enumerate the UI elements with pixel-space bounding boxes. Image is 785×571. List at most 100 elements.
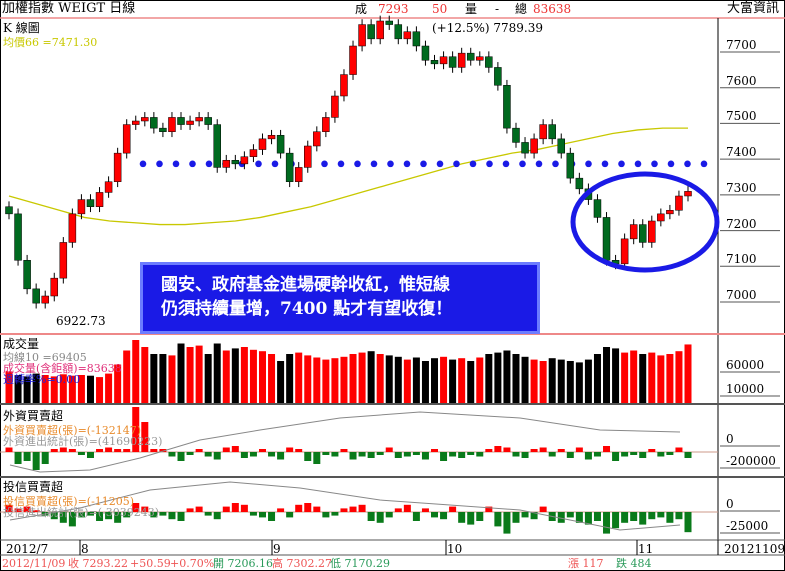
support-dot: [634, 160, 642, 168]
candle-body: [104, 181, 113, 193]
volume-bar: [367, 351, 375, 403]
foreign-tick-label: 0: [726, 432, 734, 446]
foreign-bar: [394, 452, 402, 458]
volume-bar: [141, 347, 149, 403]
foreign-bar: [86, 452, 94, 458]
foreign-bar: [222, 447, 230, 452]
trust-bar: [376, 512, 384, 523]
candle-body: [285, 152, 294, 182]
candle-body: [648, 220, 656, 243]
foreign-tick-label: -200000: [726, 454, 776, 468]
volume-bar: [14, 375, 22, 403]
support-dot: [354, 160, 361, 168]
price-tick-label: 7100: [726, 252, 757, 267]
volume-bar: [132, 340, 140, 403]
trust-tick-label: -25000: [726, 519, 769, 533]
volume-bar: [684, 344, 692, 403]
support-dot: [486, 160, 493, 168]
x-label-sep: 9: [273, 542, 281, 556]
foreign-bar: [186, 452, 194, 455]
candle-body: [195, 117, 203, 122]
trust-bar: [50, 512, 58, 520]
candle-body: [466, 52, 475, 61]
price-tick-label: 7500: [726, 109, 757, 124]
volume-bar: [385, 355, 393, 403]
volume-bar: [621, 352, 629, 403]
volume-bar: [530, 359, 538, 403]
foreign-bar: [249, 452, 257, 457]
trust-bar: [666, 512, 674, 523]
candle-body: [539, 124, 547, 140]
foreign-bar: [77, 452, 85, 455]
volume-bar: [557, 359, 565, 403]
candle-body: [629, 224, 638, 240]
vol-label: 量: [465, 2, 478, 16]
foreign-bar: [621, 452, 629, 457]
price-tick-label: 7200: [726, 216, 757, 231]
volume-bar: [86, 375, 94, 403]
foreign-bar: [376, 452, 384, 455]
volume-bar: [41, 375, 49, 403]
foreign-bar: [548, 452, 556, 457]
candle-body: [331, 95, 339, 118]
volume-bar: [268, 354, 276, 403]
foreign-bar: [123, 449, 131, 452]
volume-bar: [331, 358, 339, 403]
candle-body: [50, 277, 59, 297]
candle-body: [675, 195, 683, 211]
trust-net-label: 投信買賣超(張)=(-11205): [3, 495, 135, 508]
volume-bar: [412, 357, 420, 403]
volume-bar: [123, 350, 131, 403]
trust-bar: [421, 508, 429, 512]
volume-bar: [440, 356, 448, 403]
candle-body: [150, 117, 158, 129]
total-value: 83638: [533, 2, 572, 16]
footer-open: 開 7206.16: [213, 557, 273, 570]
foreign-bar: [458, 452, 466, 458]
volume-bar: [421, 361, 429, 403]
trust-bar: [14, 508, 22, 512]
trust-bar: [204, 512, 212, 516]
candle-body: [177, 117, 185, 125]
trust-bar: [340, 508, 348, 512]
trust-bar: [648, 512, 656, 520]
candle-body: [340, 74, 348, 97]
volume-bar: [603, 347, 611, 403]
candle-body: [448, 56, 457, 68]
volume-bar: [548, 358, 556, 403]
volume-bar: [258, 351, 266, 403]
foreign-bar: [476, 452, 484, 457]
volume-bar: [403, 359, 411, 403]
candle-body: [349, 45, 357, 75]
trust-bar: [467, 512, 475, 525]
volume-bar: [584, 359, 592, 403]
x-label-oct: 10: [447, 542, 463, 556]
trust-bar: [105, 512, 113, 520]
candle-body: [358, 24, 366, 47]
candle-body: [620, 238, 629, 265]
trust-bar: [141, 506, 149, 512]
support-dot: [271, 160, 279, 168]
trust-bar: [249, 512, 257, 516]
volume-bar: [77, 375, 85, 403]
foreign-bar: [403, 452, 411, 457]
foreign-bar: [114, 449, 122, 452]
candle-body: [367, 24, 375, 40]
trust-bar: [431, 512, 439, 518]
foreign-bar: [258, 449, 266, 452]
trust-bar: [213, 512, 221, 520]
foreign-bar: [512, 452, 520, 457]
trust-bar: [23, 506, 31, 512]
volume-bar: [186, 347, 194, 403]
support-dot: [436, 160, 444, 168]
trust-bar: [657, 512, 665, 518]
trust-bar: [566, 512, 574, 518]
foreign-bar: [277, 452, 285, 460]
trust-bar: [295, 504, 303, 512]
footer-down-count: 跌 484: [616, 557, 652, 570]
volume-bar: [593, 354, 601, 403]
candle-body: [240, 156, 249, 165]
trust-bar: [358, 504, 366, 512]
trust-bar: [32, 510, 40, 512]
